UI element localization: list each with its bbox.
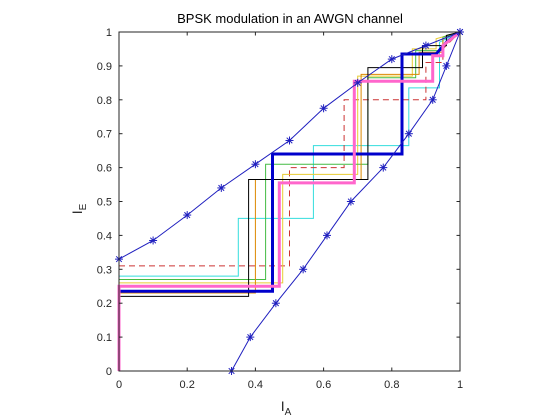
data-point: [442, 61, 451, 70]
data-point: [183, 211, 192, 220]
x-axis-label-sub: A: [285, 407, 292, 418]
y-tick-label: 0.5: [97, 197, 112, 209]
y-tick-label: 0.7: [97, 129, 112, 141]
data-point: [251, 160, 260, 169]
y-axis-label-main: I: [69, 210, 85, 214]
data-point: [217, 183, 226, 192]
y-tick-label: 0.6: [97, 163, 112, 175]
data-point: [379, 163, 388, 172]
data-point: [319, 104, 328, 113]
x-tick-label: 0.6: [316, 379, 331, 391]
y-tick-label: 0.3: [97, 264, 112, 276]
series-line-2: [117, 30, 461, 371]
x-tick-label: 0.4: [248, 379, 263, 391]
data-point: [149, 236, 158, 245]
y-tick-label: 0.4: [97, 230, 112, 242]
x-tick-label: 0.8: [384, 379, 399, 391]
data-point: [387, 55, 396, 64]
y-tick-label: 0.1: [97, 332, 112, 344]
chart-title: BPSK modulation in an AWGN channel: [177, 11, 403, 26]
data-point: [299, 265, 308, 274]
data-point: [323, 231, 332, 240]
y-tick-label: 0.9: [97, 61, 112, 73]
x-axis-label-main: I: [281, 398, 285, 414]
y-tick-label: 0: [106, 366, 112, 378]
data-point: [271, 299, 280, 308]
x-tick-label: 1: [457, 379, 463, 391]
y-axis-label-sub: E: [78, 203, 89, 210]
data-point: [246, 333, 255, 342]
data-point: [404, 129, 413, 138]
x-axis-label: IA: [281, 398, 292, 418]
data-point: [285, 136, 294, 145]
axes: 0 0.2 0.4 0.6 0.8 1 0 0.1 0.2 0.3 0.4 0.5 0.6 0.7 0.8 0…: [97, 27, 463, 391]
data-point: [353, 78, 362, 87]
plot-area: [115, 28, 464, 375]
series-line-8: [119, 31, 461, 267]
y-tick-label: 0.2: [97, 298, 112, 310]
series-line-7: [119, 31, 461, 284]
x-tick-label: 0: [116, 379, 122, 391]
data-point: [346, 197, 355, 206]
y-tick-label: 1: [106, 27, 112, 39]
data-point: [421, 41, 430, 50]
y-axis-label: IE: [69, 203, 89, 214]
y-tick-label: 0.8: [97, 95, 112, 107]
x-tick-label: 0.2: [180, 379, 195, 391]
data-point: [428, 95, 437, 104]
